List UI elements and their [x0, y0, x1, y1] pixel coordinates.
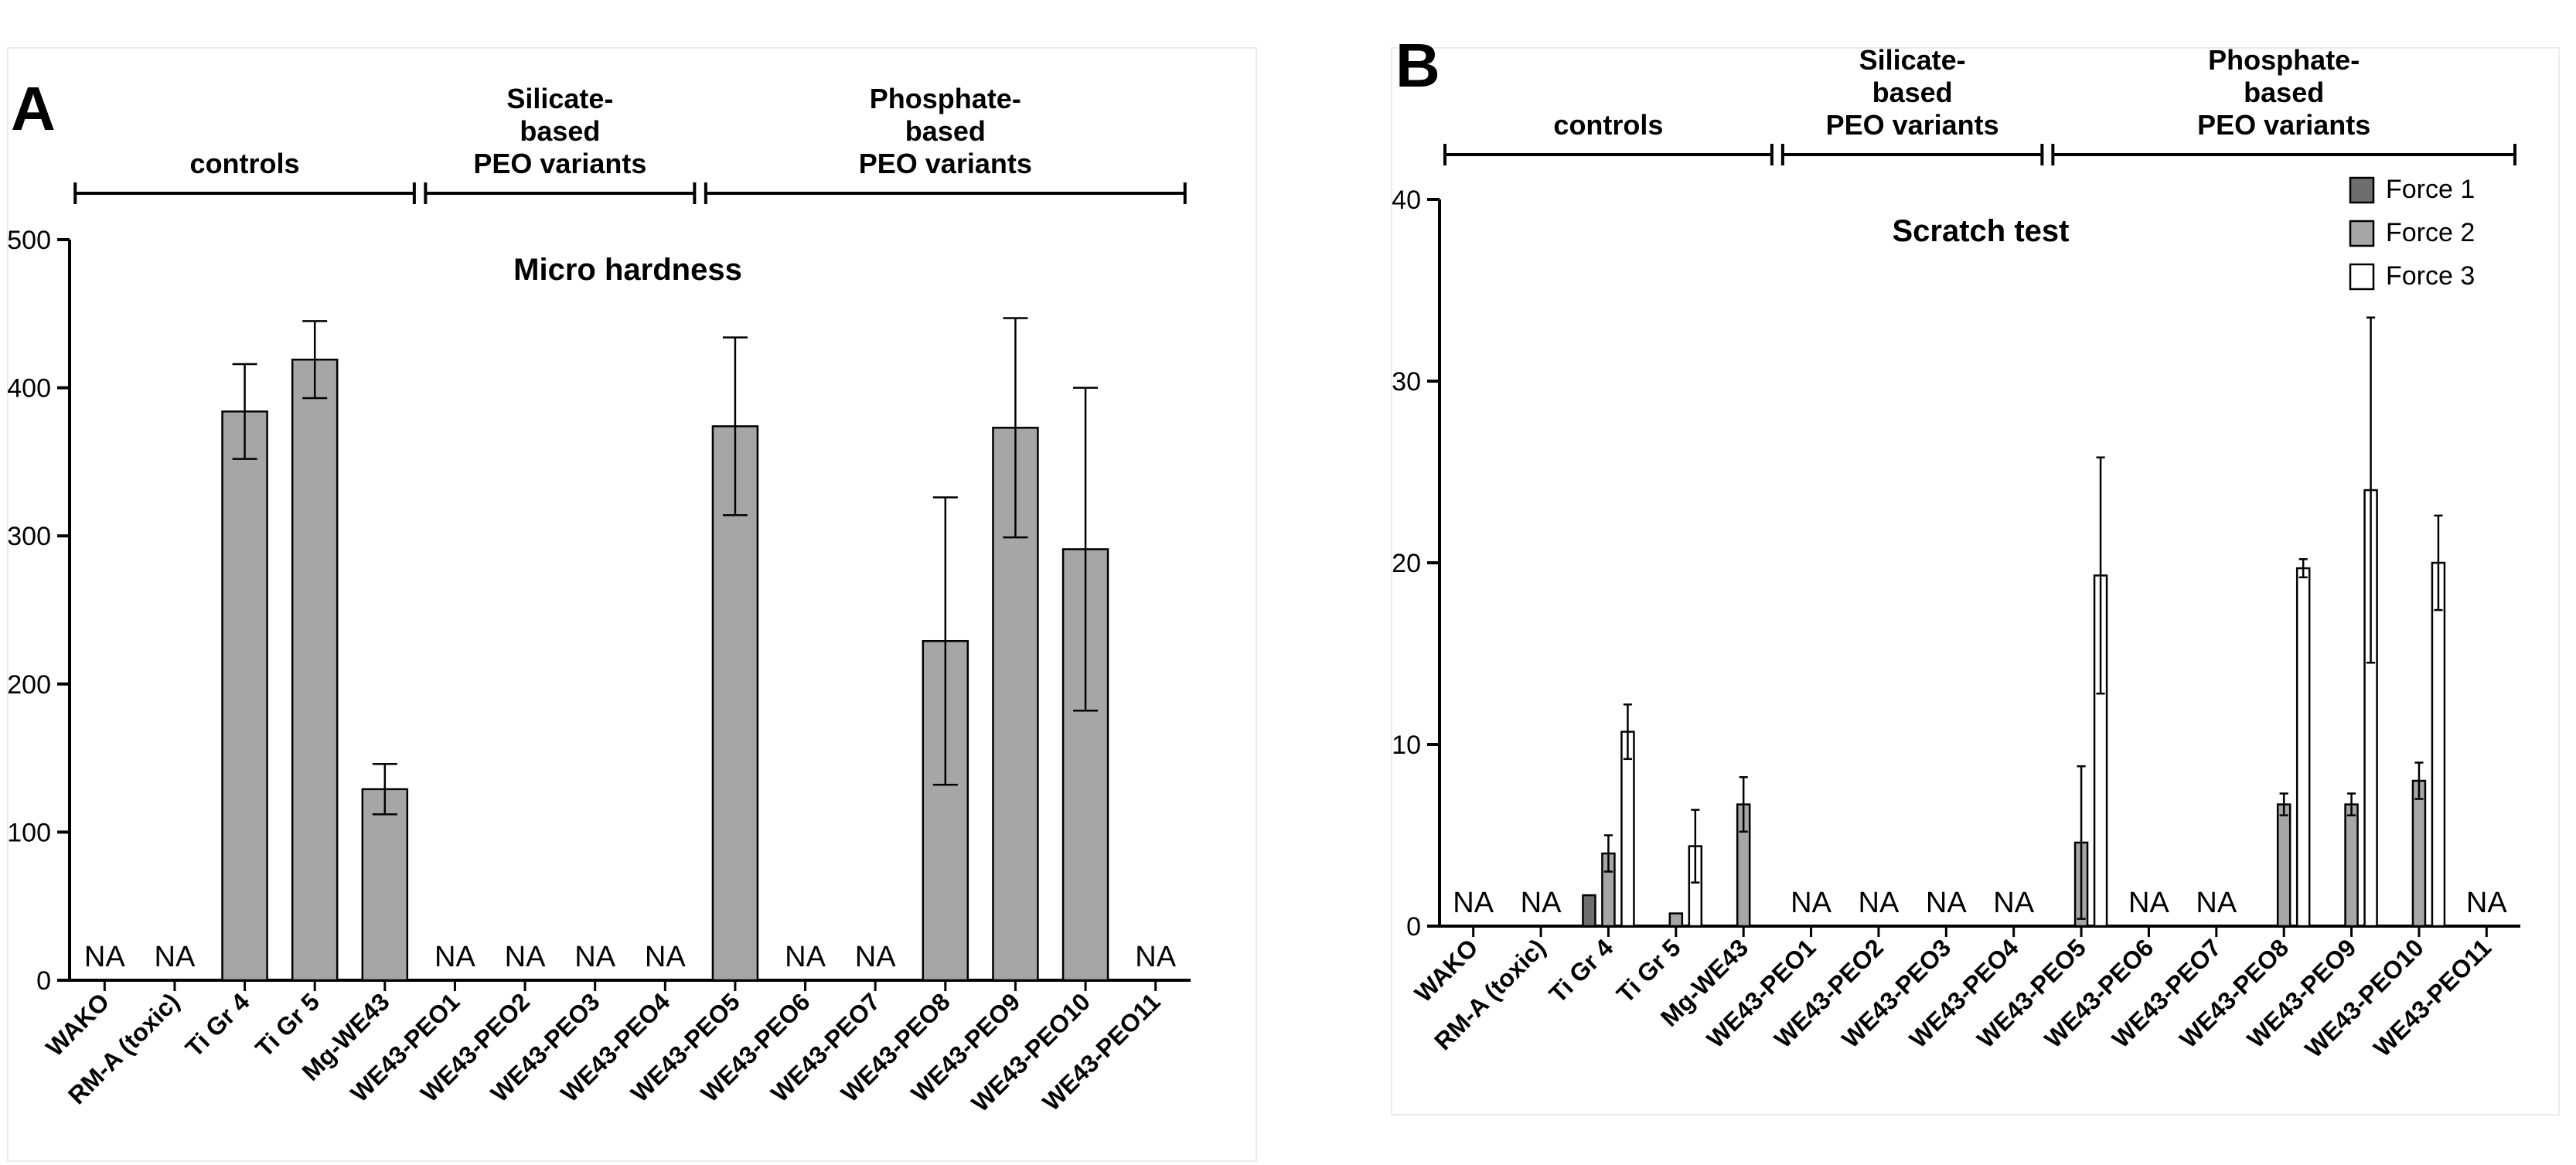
na-label: NA [155, 941, 196, 973]
y-tick-label: 300 [7, 522, 51, 551]
y-tick-label: 200 [7, 670, 51, 700]
na-label: NA [1791, 887, 1831, 919]
group-label: PEO variants [1826, 109, 1999, 141]
panel-letter: A [11, 74, 56, 143]
y-tick-label: 100 [7, 818, 51, 847]
panel-a-frame [7, 47, 1257, 1162]
legend-label: Force 2 [2386, 218, 2475, 247]
na-label: NA [1453, 887, 1494, 919]
na-label: NA [1993, 887, 2034, 919]
group-label: PEO variants [859, 148, 1032, 179]
group-label: controls [190, 148, 300, 179]
na-label: NA [1859, 887, 1900, 919]
y-tick-label: 400 [7, 374, 51, 404]
na-label: NA [785, 941, 826, 973]
chart-title: Micro hardness [513, 253, 742, 287]
na-label: NA [1135, 941, 1176, 973]
bar-Ti Gr 5-Force 2 [1668, 912, 1684, 928]
group-label: based [2244, 77, 2324, 108]
panel-b-frame [1391, 47, 2560, 1116]
y-tick-label: 40 [1392, 186, 1421, 215]
legend-label: Force 3 [2386, 261, 2475, 291]
y-tick-label: 30 [1392, 367, 1421, 397]
bar-WE43-PEO10-Force 2 [2411, 779, 2427, 928]
na-label: NA [574, 941, 615, 973]
bar-Ti Gr 4-Micro hardness [221, 410, 268, 982]
legend-swatch [2349, 263, 2375, 291]
bar-WE43-PEO8-Force 2 [2276, 803, 2291, 928]
group-label: Phosphate- [870, 83, 1021, 114]
bar-WE43-PEO9-Force 2 [2344, 803, 2359, 928]
bar-Mg-WE43-Micro hardness [361, 788, 409, 982]
bar-Ti Gr 4-Force 1 [1582, 894, 1596, 928]
legend-swatch [2349, 220, 2375, 247]
y-tick-label: 500 [7, 226, 51, 255]
na-label: NA [434, 941, 475, 973]
group-label: based [520, 115, 600, 147]
y-tick-label: 0 [1406, 912, 1421, 942]
group-label: based [1872, 77, 1953, 108]
legend-swatch [2349, 176, 2375, 204]
na-label: NA [2128, 887, 2169, 919]
bar-WE43-PEO8-Force 3 [2295, 567, 2311, 928]
group-label: Phosphate- [2208, 44, 2360, 76]
bar-Ti Gr 4-Force 3 [1620, 731, 1635, 928]
na-label: NA [2466, 887, 2507, 919]
panel-letter: B [1395, 31, 1440, 100]
na-label: NA [855, 941, 896, 973]
bar-WE43-PEO10-Force 3 [2431, 561, 2446, 928]
bar-WE43-PEO5-Micro hardness [711, 425, 759, 982]
group-label: controls [1553, 109, 1663, 141]
bar-Ti Gr 5-Micro hardness [291, 358, 339, 982]
group-label: based [905, 115, 986, 147]
na-label: NA [505, 941, 546, 973]
y-tick-label: 20 [1392, 549, 1421, 578]
group-label: PEO variants [2197, 109, 2370, 141]
group-label: PEO variants [473, 148, 646, 179]
y-tick-label: 10 [1392, 731, 1421, 760]
legend-label: Force 1 [2386, 175, 2475, 204]
na-label: NA [645, 941, 686, 973]
na-label: NA [2196, 887, 2237, 919]
y-tick-label: 0 [36, 966, 51, 996]
na-label: NA [84, 941, 125, 973]
group-label: Silicate- [506, 83, 613, 114]
chart-title: Scratch test [1893, 214, 2070, 248]
na-label: NA [1926, 887, 1967, 919]
na-label: NA [1521, 887, 1562, 919]
group-label: Silicate- [1859, 44, 1966, 76]
